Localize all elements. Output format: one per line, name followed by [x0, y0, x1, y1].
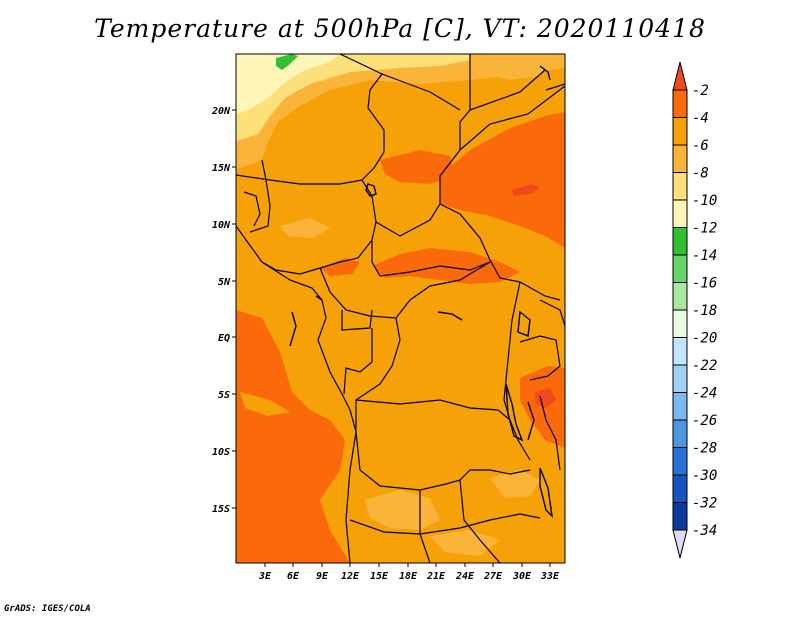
temperature-patch-south-light-3: [430, 530, 500, 556]
lon-label-3e: 3E: [258, 571, 272, 582]
country-borders: [236, 54, 565, 563]
colorbar-label: -14: [692, 248, 717, 264]
colorbar-swatch: [672, 337, 688, 366]
colorbar-swatch: [672, 392, 688, 421]
colorbar-label: -10: [692, 193, 717, 209]
colorbar-swatch: [672, 282, 688, 311]
colorbar-label: -28: [692, 441, 717, 457]
colorbar: [672, 61, 688, 559]
temperature-band-southwest-dark: [236, 310, 350, 563]
colorbar-label: -8: [692, 166, 709, 182]
lon-label-33e: 33E: [540, 571, 560, 582]
lon-label-12e: 12E: [341, 571, 360, 582]
colorbar-label: -34: [692, 523, 717, 539]
lat-label-10s: 10S: [212, 447, 230, 458]
colorbar-swatch: [672, 364, 688, 393]
colorbar-swatch: [672, 502, 688, 531]
longitude-labels: 3E 6E 9E 12E 15E 18E 21E 24E 27E 30E 33E: [258, 571, 560, 582]
temperature-patch-south-light-2: [490, 470, 540, 498]
temperature-patch-central-light: [280, 218, 330, 238]
colorbar-swatch: [672, 309, 688, 338]
colorbar-swatch: [672, 227, 688, 256]
colorbar-label: -18: [692, 303, 717, 319]
colorbar-label: -16: [692, 276, 717, 292]
colorbar-swatch: [672, 447, 688, 476]
map-panel: [236, 54, 565, 563]
temperature-patch-lakes-red: [535, 388, 556, 408]
longitude-axis: [264, 563, 551, 567]
colorbar-top-arrow: [672, 61, 688, 91]
colorbar-swatch: [672, 89, 688, 118]
colorbar-labels: -2 -4 -6 -8 -10 -12 -14 -16 -18 -20 -22 …: [692, 83, 717, 539]
temperature-patch-south-light-1: [365, 490, 440, 530]
lon-label-15e: 15E: [370, 571, 389, 582]
colorbar-label: -6: [692, 138, 709, 154]
lon-label-18e: 18E: [399, 571, 418, 582]
lat-label-10n: 10N: [212, 220, 231, 231]
colorbar-bottom-arrow: [672, 529, 688, 559]
lon-label-21e: 21E: [426, 571, 446, 582]
temperature-patch-southwest-light: [240, 392, 290, 416]
temperature-band-east-dark: [440, 112, 565, 248]
colorbar-swatch: [672, 172, 688, 201]
temperature-patch-mid-west: [320, 258, 360, 276]
temperature-band-north-lightest: [236, 54, 340, 114]
colorbar-label: -22: [692, 358, 717, 374]
lat-label-15s: 15S: [212, 504, 230, 515]
lat-label-15n: 15N: [212, 163, 231, 174]
lat-label-5n: 5N: [218, 277, 231, 288]
grads-credit: GrADS: IGES/COLA: [4, 604, 91, 614]
temperature-patch-red-east: [512, 184, 540, 196]
colorbar-label: -30: [692, 468, 717, 484]
lon-label-6e: 6E: [287, 571, 300, 582]
colorbar-swatch: [672, 117, 688, 146]
latitude-axis: [232, 109, 236, 509]
colorbar-swatch: [672, 419, 688, 448]
temperature-band-midlat-dark: [372, 248, 520, 284]
latitude-labels: 20N 15N 10N 5N EQ 5S 10S 15S: [211, 106, 231, 515]
lon-label-27e: 27E: [483, 571, 503, 582]
temperature-patch-pale-east: [475, 56, 548, 80]
map-frame: [235, 53, 566, 564]
colorbar-label: -20: [692, 331, 717, 347]
colorbar-swatch: [672, 254, 688, 283]
colorbar-label: -4: [692, 111, 709, 127]
map-title: Temperature at 500hPa [C], VT: 202011041…: [94, 14, 706, 43]
lon-label-24e: 24E: [455, 571, 475, 582]
colorbar-label: -12: [692, 221, 717, 237]
colorbar-swatch: [672, 144, 688, 173]
lon-label-30e: 30E: [512, 571, 532, 582]
lat-label-20n: 20N: [211, 106, 231, 117]
lat-label-5s: 5S: [218, 390, 230, 401]
lat-label-eq: EQ: [218, 333, 230, 344]
colorbar-swatch: [672, 199, 688, 228]
colorbar-swatch: [672, 474, 688, 503]
temperature-band-central-dark: [380, 150, 455, 184]
colorbar-label: -26: [692, 413, 717, 429]
temperature-band-north-light: [236, 54, 565, 170]
colorbar-label: -32: [692, 496, 717, 512]
colorbar-label: -2: [692, 83, 709, 99]
colorbar-label: -24: [692, 386, 717, 402]
lake-outlines: [289, 65, 553, 518]
temperature-patch-green: [276, 54, 298, 70]
lon-label-9e: 9E: [316, 571, 329, 582]
